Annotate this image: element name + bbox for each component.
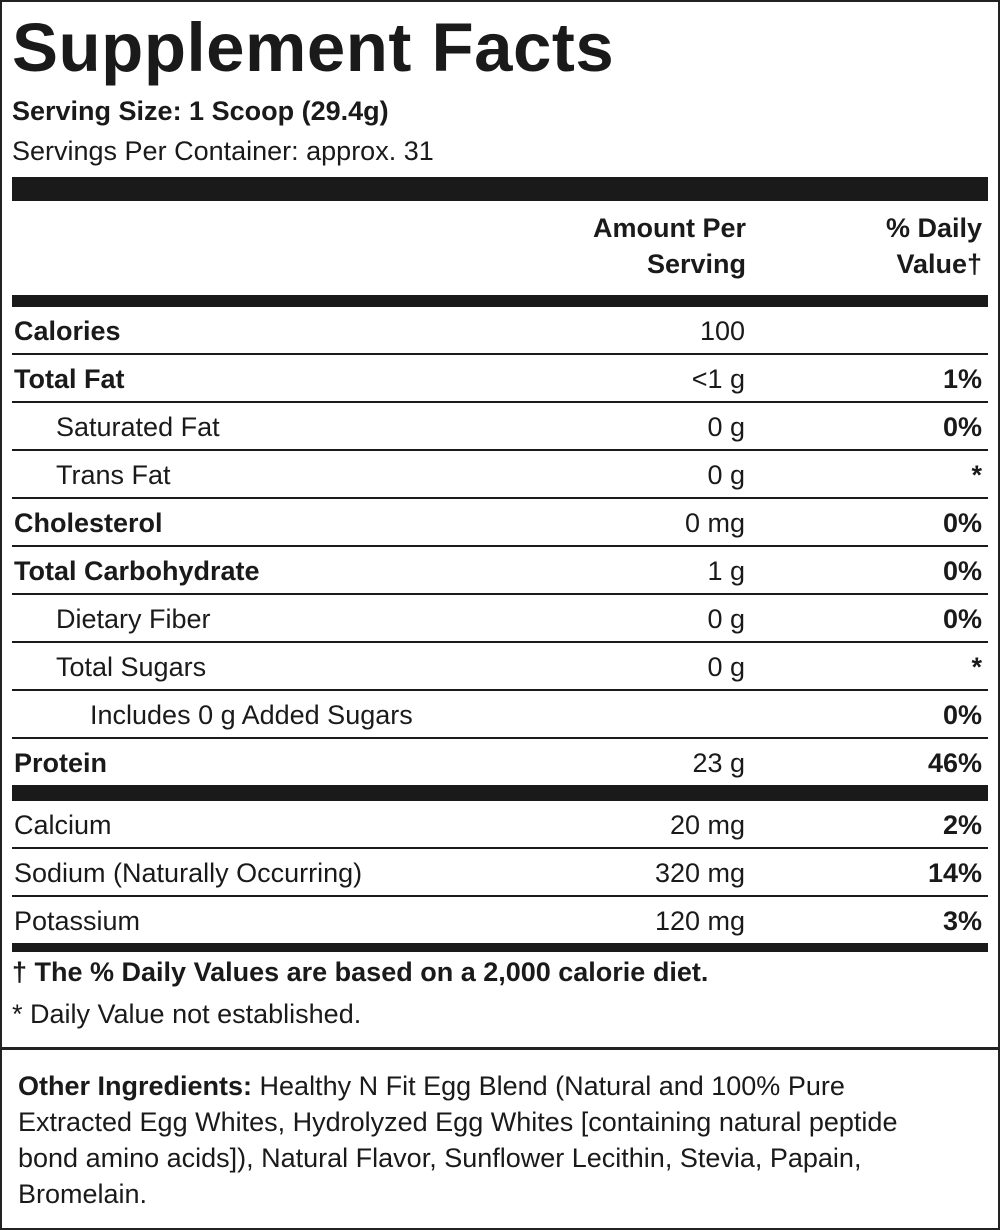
nutrient-name: Saturated Fat <box>56 412 220 442</box>
nutrient-name: Sodium (Naturally Occurring) <box>14 858 363 888</box>
nutrient-amount: 0 g <box>707 604 745 634</box>
ingredients-text: Healthy N Fit Egg Blend (Natural and 100… <box>18 1071 898 1209</box>
panel-title: Supplement Facts <box>12 9 615 86</box>
dv-header: % Daily Value† <box>886 210 982 282</box>
nutrient-name: Protein <box>14 748 108 778</box>
medium-divider <box>12 295 988 307</box>
nutrient-amount: 23 g <box>692 748 745 778</box>
nutrient-row: Total Sugars 0 g * <box>12 643 988 691</box>
nutrient-daily-value: 0% <box>942 700 982 730</box>
nutrient-amount: <1 g <box>691 364 745 394</box>
amount-header-line2: Serving <box>646 249 746 279</box>
row-divider <box>12 593 988 595</box>
nutrient-daily-value: * <box>971 652 982 682</box>
nutrient-amount: 100 <box>699 316 745 346</box>
nutrient-name: Dietary Fiber <box>56 604 211 634</box>
supplement-facts-panel <box>0 0 1000 1050</box>
serving-size: Serving Size: 1 Scoop (29.4g) <box>12 96 389 126</box>
row-divider <box>12 353 988 355</box>
nutrient-row: Total Fat <1 g 1% <box>12 355 988 403</box>
nutrient-name: Includes 0 g Added Sugars <box>90 700 413 730</box>
not-established-footnote: * Daily Value not established. <box>12 999 362 1029</box>
nutrient-amount: 0 g <box>707 652 745 682</box>
nutrient-amount: 0 mg <box>684 508 745 538</box>
daily-value-footnote: † The % Daily Values are based on a 2,00… <box>12 957 709 987</box>
nutrient-row: Total Carbohydrate 1 g 0% <box>12 547 988 595</box>
nutrient-name: Total Fat <box>14 364 125 394</box>
nutrient-daily-value: 0% <box>942 604 982 634</box>
row-divider <box>12 847 988 849</box>
nutrient-name: Calcium <box>14 810 112 840</box>
nutrient-daily-value: 2% <box>942 810 982 840</box>
medium-divider <box>12 943 988 952</box>
nutrient-amount: 0 g <box>707 412 745 442</box>
nutrient-row: Cholesterol 0 mg 0% <box>12 499 988 547</box>
nutrient-amount: 20 mg <box>669 810 745 840</box>
nutrient-row: Sodium (Naturally Occurring) 320 mg 14% <box>12 849 988 897</box>
nutrient-amount: 320 mg <box>654 858 745 888</box>
nutrient-row: Calcium 20 mg 2% <box>12 801 988 849</box>
nutrient-row: Calories 100 <box>12 307 988 355</box>
nutrient-name: Potassium <box>14 906 141 936</box>
amount-header-line1: Amount Per <box>592 213 746 243</box>
other-ingredients: Other Ingredients: Healthy N Fit Egg Ble… <box>18 1068 948 1212</box>
nutrient-row: Dietary Fiber 0 g 0% <box>12 595 988 643</box>
row-divider <box>12 545 988 547</box>
nutrient-daily-value: 3% <box>942 906 982 936</box>
nutrient-daily-value: 0% <box>942 412 982 442</box>
amount-header: Amount Per Serving <box>593 210 746 282</box>
nutrient-row: Protein 23 g 46% <box>12 739 988 787</box>
ingredients-label: Other Ingredients: <box>18 1071 253 1101</box>
nutrient-name: Trans Fat <box>56 460 171 490</box>
row-divider <box>12 689 988 691</box>
nutrient-name: Total Sugars <box>56 652 207 682</box>
nutrient-row: Saturated Fat 0 g 0% <box>12 403 988 451</box>
nutrient-row: Potassium 120 mg 3% <box>12 897 988 945</box>
nutrient-name: Calories <box>14 316 121 346</box>
nutrient-row: Includes 0 g Added Sugars 0% <box>12 691 988 739</box>
thick-divider <box>12 785 988 801</box>
nutrient-daily-value: 0% <box>942 508 982 538</box>
ingredients-panel <box>0 1047 1000 1230</box>
dv-header-line2: Value† <box>896 249 982 279</box>
nutrient-daily-value: 0% <box>942 556 982 586</box>
thick-divider <box>12 177 988 201</box>
nutrient-amount: 120 mg <box>654 906 745 936</box>
nutrient-row: Trans Fat 0 g * <box>12 451 988 499</box>
dv-header-line1: % Daily <box>885 213 982 243</box>
nutrient-daily-value: 46% <box>927 748 982 778</box>
nutrient-amount: 0 g <box>707 460 745 490</box>
nutrient-daily-value: 14% <box>927 858 982 888</box>
row-divider <box>12 497 988 499</box>
nutrient-name: Total Carbohydrate <box>14 556 260 586</box>
servings-per-container: Servings Per Container: approx. 31 <box>12 136 434 166</box>
row-divider <box>12 641 988 643</box>
row-divider <box>12 449 988 451</box>
nutrient-amount: 1 g <box>707 556 745 586</box>
row-divider <box>12 895 988 897</box>
row-divider <box>12 401 988 403</box>
row-divider <box>12 737 988 739</box>
nutrient-daily-value: 1% <box>942 364 982 394</box>
nutrient-name: Cholesterol <box>14 508 163 538</box>
nutrient-daily-value: * <box>971 460 982 490</box>
